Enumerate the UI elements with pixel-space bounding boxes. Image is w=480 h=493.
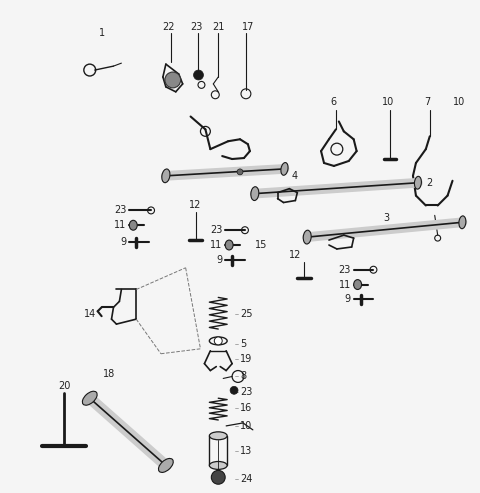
Ellipse shape <box>209 461 227 469</box>
Text: 5: 5 <box>240 339 246 349</box>
Text: 10: 10 <box>453 97 466 106</box>
Text: 3: 3 <box>383 213 389 223</box>
Text: 10: 10 <box>382 97 395 106</box>
Text: 10: 10 <box>240 421 252 431</box>
Text: 14: 14 <box>84 309 96 319</box>
Circle shape <box>211 470 225 484</box>
Text: 12: 12 <box>289 250 301 260</box>
Text: 23: 23 <box>191 22 203 32</box>
Text: 8: 8 <box>240 372 246 382</box>
Circle shape <box>214 337 222 345</box>
Text: 9: 9 <box>120 237 126 247</box>
Text: 23: 23 <box>114 206 126 215</box>
Circle shape <box>237 169 243 175</box>
Circle shape <box>230 387 238 394</box>
Text: 16: 16 <box>240 403 252 413</box>
Ellipse shape <box>225 240 233 250</box>
Text: 25: 25 <box>240 309 252 319</box>
Text: 1: 1 <box>98 28 105 37</box>
Text: 13: 13 <box>240 446 252 456</box>
Text: 19: 19 <box>240 353 252 364</box>
Text: 23: 23 <box>240 387 252 397</box>
Text: 12: 12 <box>189 201 202 211</box>
Text: 4: 4 <box>291 171 298 181</box>
Text: 7: 7 <box>425 97 431 106</box>
Ellipse shape <box>83 391 97 405</box>
Text: 23: 23 <box>210 225 222 235</box>
Ellipse shape <box>209 432 227 440</box>
Text: 23: 23 <box>338 265 351 275</box>
Text: 18: 18 <box>103 368 116 379</box>
Text: 11: 11 <box>114 220 126 230</box>
Ellipse shape <box>459 216 466 229</box>
Ellipse shape <box>162 169 170 183</box>
Text: 21: 21 <box>212 22 225 32</box>
Text: 6: 6 <box>331 97 337 106</box>
Ellipse shape <box>251 187 259 201</box>
Text: 11: 11 <box>338 280 351 289</box>
Circle shape <box>165 72 180 88</box>
Ellipse shape <box>281 163 288 176</box>
Text: 11: 11 <box>210 240 222 250</box>
Text: 24: 24 <box>240 474 252 484</box>
Text: 2: 2 <box>426 178 432 188</box>
Ellipse shape <box>414 176 421 189</box>
Ellipse shape <box>158 458 173 472</box>
Text: 22: 22 <box>163 22 175 32</box>
Ellipse shape <box>303 230 311 244</box>
Text: 9: 9 <box>216 255 222 265</box>
Ellipse shape <box>354 280 361 289</box>
Text: 9: 9 <box>345 294 351 304</box>
Ellipse shape <box>129 220 137 230</box>
Circle shape <box>193 70 204 80</box>
Text: 20: 20 <box>58 382 70 391</box>
Text: 15: 15 <box>255 240 267 250</box>
Text: 17: 17 <box>242 22 254 32</box>
